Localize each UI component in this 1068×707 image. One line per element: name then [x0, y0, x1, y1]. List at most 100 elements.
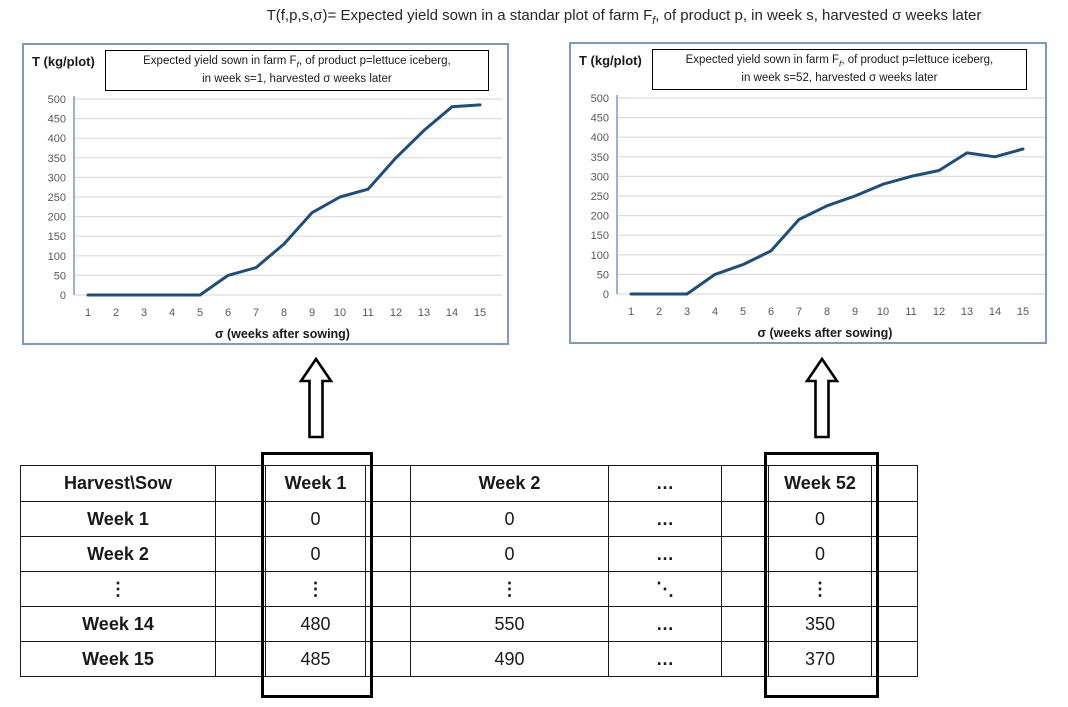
table-cell: [365, 571, 411, 607]
yield-value-cell: 0: [265, 501, 366, 537]
svg-text:9: 9: [308, 307, 314, 319]
table-header-row: Harvest\Sow Week 1 Week 2… Week 52: [20, 465, 918, 502]
table-cell: [871, 536, 918, 572]
column-header: Harvest\Sow: [20, 465, 216, 502]
svg-text:400: 400: [47, 133, 65, 145]
svg-text:5: 5: [196, 307, 202, 319]
svg-text:4: 4: [712, 306, 718, 318]
chart-header: T (kg/plot) Expected yield sown in farm …: [571, 44, 1045, 90]
y-axis-unit-label: T (kg/plot): [579, 53, 642, 68]
table-cell: [215, 571, 266, 607]
svg-text:350: 350: [47, 153, 65, 165]
figure-title-tail: , of product p, in week s, harvested σ w…: [655, 7, 982, 24]
table-cell: …: [608, 606, 722, 642]
svg-text:450: 450: [47, 114, 65, 126]
table-cell: [215, 641, 266, 677]
line-chart-week1: 0 50 100 150 200 250 300 350 400 450 500 1 2 3 4 5 6 7 8 9 1…: [24, 91, 507, 329]
figure-title-subscript: f: [652, 15, 656, 27]
svg-text:100: 100: [47, 251, 65, 263]
svg-text:200: 200: [591, 211, 609, 223]
table-cell: …: [608, 641, 722, 677]
svg-text:300: 300: [47, 172, 65, 184]
svg-text:2: 2: [112, 307, 118, 319]
svg-text:50: 50: [53, 270, 65, 282]
table-row: Week 2 0 0… 0: [20, 536, 918, 572]
column-header: [215, 465, 266, 502]
table-cell: [365, 606, 411, 642]
chart-header: T (kg/plot) Expected yield sown in farm …: [24, 45, 507, 91]
table-cell: Week 2: [20, 536, 216, 572]
table-cell: Week 14: [20, 606, 216, 642]
yield-value-cell: 0: [768, 501, 872, 537]
table-cell: Week 15: [20, 641, 216, 677]
svg-text:13: 13: [961, 306, 973, 318]
chart-title-text: Expected yield sown in farm F: [143, 55, 297, 67]
chart-title-text: Expected yield sown in farm F: [685, 54, 840, 66]
up-arrow-week1-icon: [294, 356, 338, 439]
table-cell: [871, 641, 918, 677]
chart-title-line2: in week s=1, harvested σ weeks later: [202, 73, 392, 86]
svg-text:14: 14: [445, 307, 457, 319]
svg-text:1: 1: [84, 307, 90, 319]
table-row: ⋮ ⋮ ⋮ ⋱ ⋮: [20, 571, 918, 607]
x-axis-title: σ (weeks after sowing): [215, 327, 350, 341]
svg-text:3: 3: [140, 307, 146, 319]
chart-title-mid: , of product p=lettuce iceberg,: [841, 54, 994, 66]
svg-text:150: 150: [47, 231, 65, 243]
table-cell: ⋱: [608, 571, 722, 607]
yield-value-cell: 0: [265, 536, 366, 572]
svg-text:500: 500: [591, 93, 609, 105]
svg-text:300: 300: [591, 171, 609, 183]
table-cell: ⋮: [768, 571, 872, 607]
svg-text:14: 14: [989, 306, 1001, 318]
chart-title-line2: in week s=52, harvested σ weeks later: [741, 72, 938, 85]
chart-title-subscript: f: [296, 60, 299, 70]
svg-text:150: 150: [591, 230, 609, 242]
svg-text:6: 6: [768, 306, 774, 318]
chart-title-mid: , of product p=lettuce iceberg,: [298, 55, 451, 67]
svg-text:15: 15: [473, 307, 485, 319]
table-cell: [871, 606, 918, 642]
svg-text:400: 400: [591, 132, 609, 144]
chart-title-box: Expected yield sown in farm Ff, of produ…: [651, 49, 1027, 90]
chart-title-subscript: f: [839, 59, 842, 69]
table-cell: [365, 641, 411, 677]
table-cell: [215, 606, 266, 642]
svg-text:11: 11: [362, 307, 373, 319]
column-header: [871, 465, 918, 502]
svg-text:2: 2: [656, 306, 662, 318]
line-chart-week52: 0 50 100 150 200 250 300 350 400 450 500 1 2 3 4 5 6 7 8 9 1…: [571, 90, 1045, 328]
yield-value-cell: 0: [410, 501, 609, 537]
figure-title-text: T(f,p,s,σ)= Expected yield sown in a sta…: [266, 7, 653, 24]
column-header: [721, 465, 769, 502]
table-cell: [721, 536, 769, 572]
table-cell: Week 1: [20, 501, 216, 537]
yield-value-cell: 485: [265, 641, 366, 677]
svg-text:6: 6: [224, 307, 230, 319]
table-cell: ⋮: [265, 571, 366, 607]
up-arrow-week52-icon: [800, 356, 844, 439]
svg-text:50: 50: [597, 269, 609, 281]
svg-text:500: 500: [47, 94, 65, 106]
table-cell: [871, 571, 918, 607]
column-header: Week 1: [265, 465, 366, 502]
svg-text:5: 5: [740, 306, 746, 318]
table-cell: ⋮: [20, 571, 216, 607]
svg-text:7: 7: [252, 307, 258, 319]
svg-text:8: 8: [280, 307, 286, 319]
svg-text:0: 0: [603, 289, 609, 301]
table-cell: ⋮: [410, 571, 609, 607]
svg-text:4: 4: [168, 307, 174, 319]
svg-text:7: 7: [796, 306, 802, 318]
svg-text:13: 13: [417, 307, 429, 319]
yield-value-cell: 0: [768, 536, 872, 572]
table-cell: [721, 641, 769, 677]
figure-title: T(f,p,s,σ)= Expected yield sown in a sta…: [0, 7, 1068, 27]
column-header: [365, 465, 411, 502]
svg-text:8: 8: [824, 306, 830, 318]
yield-value-cell: 550: [410, 606, 609, 642]
column-header: Week 2: [410, 465, 609, 502]
table-cell: …: [608, 536, 722, 572]
table-cell: [721, 571, 769, 607]
